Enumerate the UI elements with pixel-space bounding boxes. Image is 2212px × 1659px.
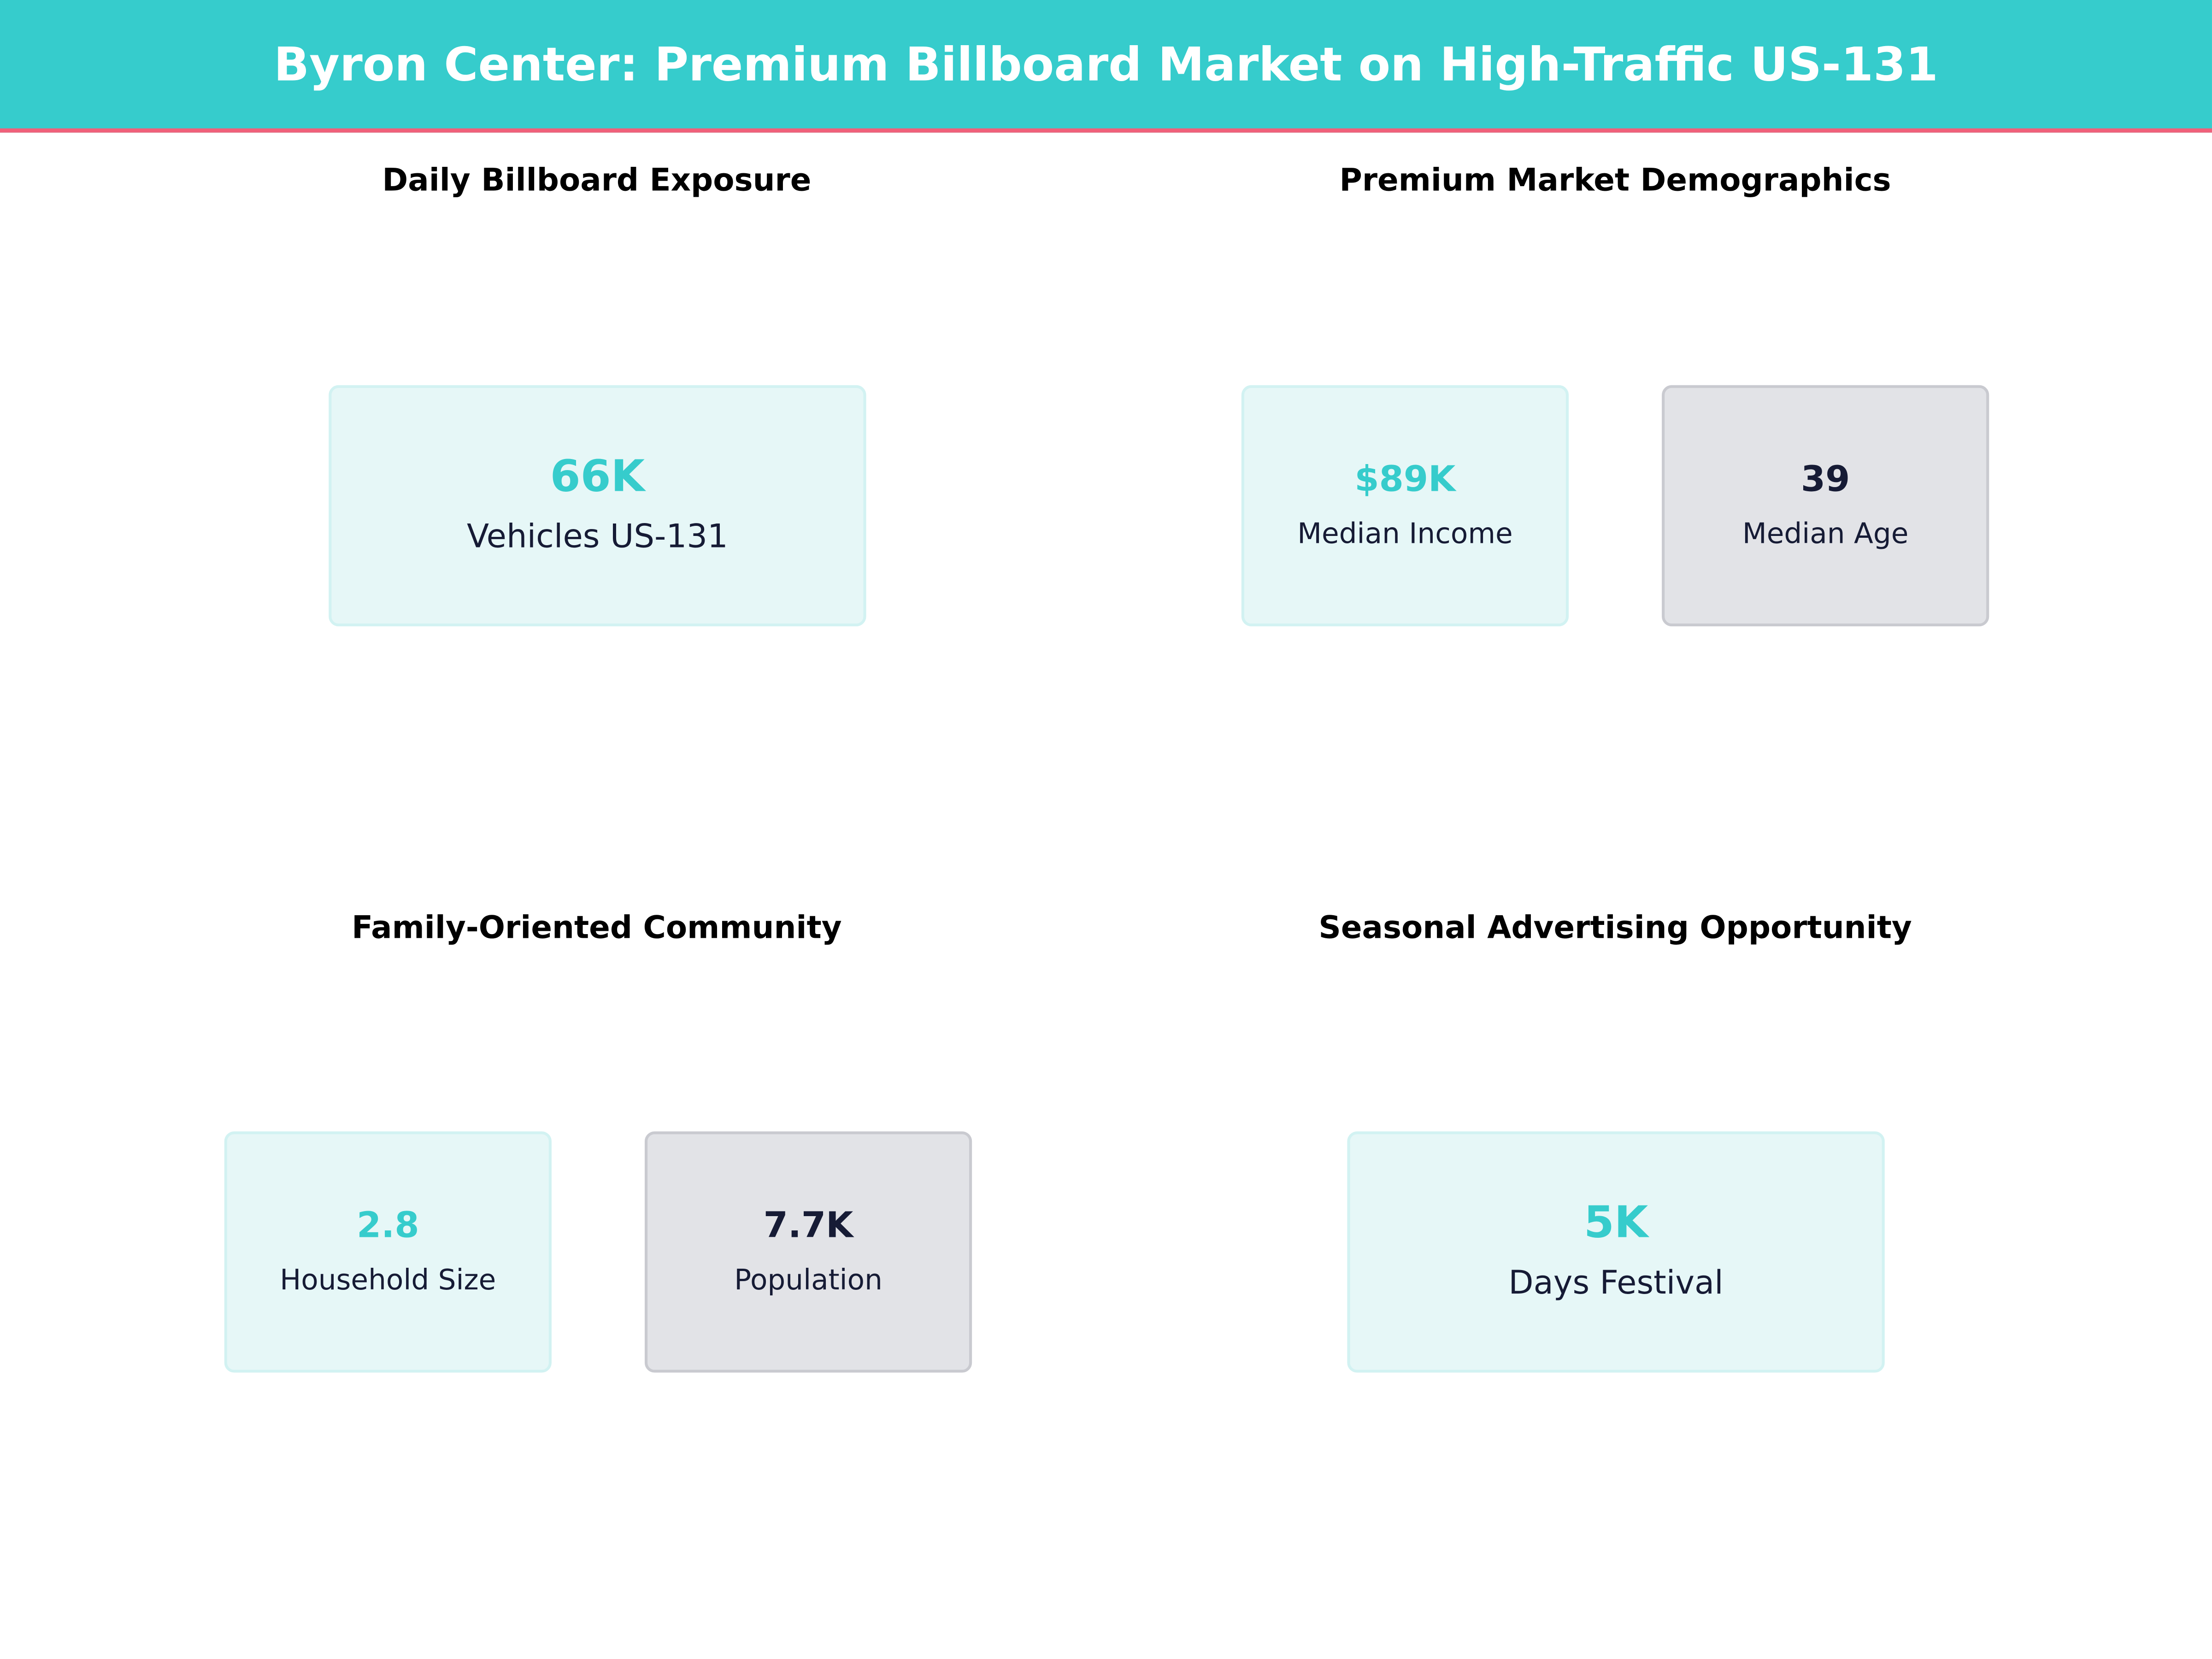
metric-card-household-size: 2.8 Household Size — [224, 1131, 552, 1373]
section-title-family: Family-Oriented Community — [352, 911, 842, 947]
page-title: Byron Center: Premium Billboard Market o… — [274, 36, 1938, 92]
metric-label: Household Size — [280, 1262, 496, 1297]
header-banner: Byron Center: Premium Billboard Market o… — [0, 0, 2212, 133]
metric-card-population: 7.7K Population — [644, 1131, 972, 1373]
metric-card-median-income: $89K Median Income — [1241, 385, 1569, 627]
metric-label: Vehicles US-131 — [466, 519, 728, 556]
metric-label: Median Income — [1297, 516, 1513, 550]
metric-value: 39 — [1800, 458, 1850, 500]
metric-label: Median Age — [1742, 516, 1909, 550]
metric-value: 66K — [550, 451, 645, 502]
metric-value: 2.8 — [357, 1205, 419, 1246]
metric-label: Population — [734, 1262, 882, 1297]
metric-card-vehicles: 66K Vehicles US-131 — [329, 385, 866, 627]
metric-value: 7.7K — [763, 1205, 853, 1246]
metric-label: Days Festival — [1508, 1265, 1724, 1302]
metric-card-median-age: 39 Median Age — [1662, 385, 1989, 627]
metric-value: 5K — [1583, 1197, 1648, 1249]
section-title-seasonal: Seasonal Advertising Opportunity — [1318, 911, 1912, 947]
section-title-demographics: Premium Market Demographics — [1339, 164, 1891, 199]
metric-value: $89K — [1354, 458, 1456, 500]
metric-card-festival: 5K Days Festival — [1347, 1131, 1885, 1373]
section-title-exposure: Daily Billboard Exposure — [382, 164, 812, 199]
